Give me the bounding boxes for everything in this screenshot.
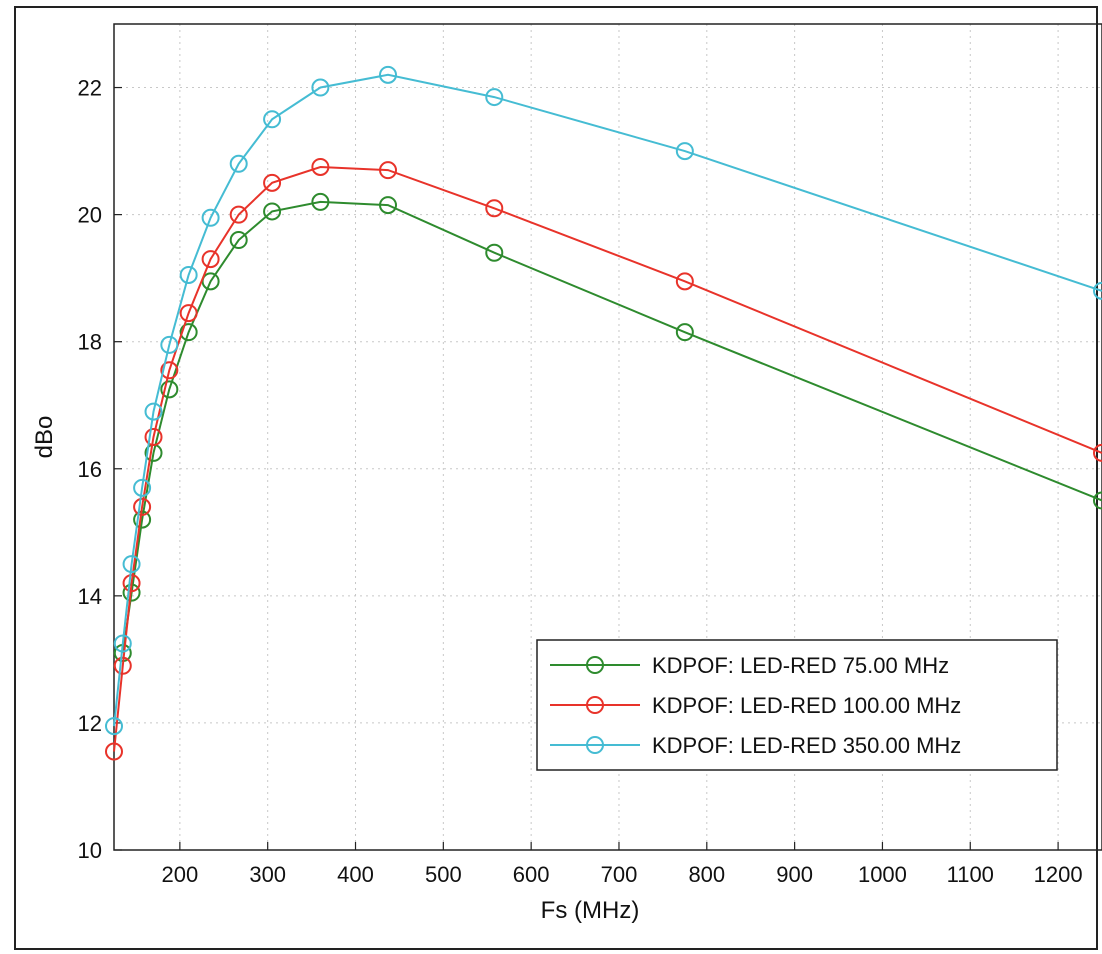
data-point (229, 231, 248, 250)
data-point (113, 634, 132, 653)
x-tick-label: 700 (601, 862, 638, 887)
data-point (485, 199, 504, 218)
data-point (179, 265, 198, 284)
legend-marker (586, 656, 604, 674)
series-line (113, 73, 1102, 727)
data-point (201, 208, 220, 227)
data-point (485, 88, 504, 107)
data-point (122, 574, 141, 593)
data-point (1093, 443, 1102, 462)
legend-label: KDPOF: LED-RED 75.00 MHz (652, 653, 949, 678)
data-point (485, 243, 504, 262)
data-point (160, 361, 179, 380)
legend-label: KDPOF: LED-RED 350.00 MHz (652, 733, 961, 758)
series-group (105, 65, 1102, 761)
data-point (263, 202, 282, 221)
x-tick-label: 800 (688, 862, 725, 887)
data-point (1093, 281, 1102, 300)
legend-label: KDPOF: LED-RED 100.00 MHz (652, 693, 961, 718)
data-point (675, 272, 694, 291)
y-tick-label: 20 (78, 203, 102, 228)
x-axis-label: Fs (MHz) (541, 897, 640, 924)
series-line (121, 200, 1102, 654)
data-point (229, 205, 248, 224)
data-point (311, 78, 330, 97)
x-tick-label: 500 (425, 862, 462, 887)
y-axis-label: dBo (31, 416, 58, 459)
series-1 (113, 192, 1102, 663)
legend: KDPOF: LED-RED 75.00 MHz KDPOF: LED-RED 1… (536, 639, 1058, 771)
plot-area (113, 23, 1102, 851)
data-point (105, 717, 123, 736)
data-point (311, 192, 330, 211)
legend-item: KDPOF: LED-RED 350.00 MHz (550, 733, 961, 758)
data-point (105, 742, 123, 761)
y-tick-label: 16 (78, 457, 102, 482)
data-point (144, 428, 163, 446)
x-tick-label: 600 (513, 862, 550, 887)
data-point (379, 161, 398, 180)
legend-item: KDPOF: LED-RED 75.00 MHz (550, 653, 949, 678)
legend-marker (586, 736, 604, 754)
data-point (160, 380, 179, 399)
y-tick-label: 18 (78, 330, 102, 355)
y-tick-label: 12 (78, 711, 102, 736)
data-point (229, 154, 248, 173)
y-tick-label: 22 (78, 76, 102, 101)
figure-frame (14, 6, 1098, 950)
x-tick-label: 1200 (1034, 862, 1083, 887)
data-point (201, 250, 220, 269)
series-3 (105, 65, 1102, 736)
legend-item: KDPOF: LED-RED 100.00 MHz (550, 693, 961, 718)
data-point (263, 173, 282, 192)
data-point (133, 497, 152, 516)
y-tick-label: 10 (78, 838, 102, 863)
data-point (122, 555, 141, 574)
x-tick-label: 200 (162, 862, 199, 887)
x-tick-label: 400 (337, 862, 374, 887)
data-point (160, 335, 179, 354)
data-point (179, 304, 198, 323)
data-point (263, 110, 282, 129)
data-point (675, 142, 694, 161)
data-point (133, 478, 152, 497)
x-tick-label: 1100 (947, 862, 994, 887)
data-point (379, 65, 398, 84)
data-point (113, 656, 132, 675)
data-point (379, 196, 398, 215)
x-tick-label: 900 (776, 862, 813, 887)
x-tick-label: 1000 (858, 862, 907, 887)
legend-marker (586, 696, 604, 714)
x-axis-ticks: 200 300 400 500 600 700 800 900 1000 1100 1200 (162, 842, 1083, 887)
data-point (179, 323, 198, 342)
data-point (1093, 491, 1102, 510)
legend-items: KDPOF: LED-RED 75.00 MHz KDPOF: LED-RED 1… (550, 653, 961, 758)
y-tick-label: 14 (78, 584, 102, 609)
data-point (675, 323, 694, 342)
x-tick-label: 300 (249, 862, 286, 887)
data-point (311, 157, 330, 176)
data-point (144, 402, 163, 421)
